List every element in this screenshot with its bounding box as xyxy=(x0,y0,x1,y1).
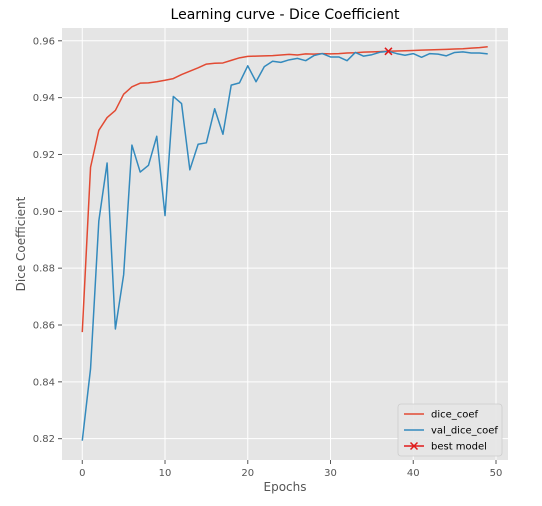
legend-label: val_dice_coef xyxy=(431,426,498,437)
y-tick-label: 0.88 xyxy=(33,264,55,275)
chart-title: Learning curve - Dice Coefficient xyxy=(171,7,400,23)
best-model-marker xyxy=(384,47,393,56)
x-tick-label: 40 xyxy=(407,468,420,479)
legend-box xyxy=(397,403,503,457)
y-tick-label: 0.90 xyxy=(33,207,55,218)
x-tick-label: 30 xyxy=(324,468,337,479)
x-tick-label: 0 xyxy=(79,468,85,479)
series-line-val-dice-coef xyxy=(81,50,488,441)
y-tick-label: 0.86 xyxy=(33,321,55,332)
x-tick-label: 20 xyxy=(241,468,254,479)
legend-item: val_dice_coef xyxy=(404,426,498,437)
grid-lines xyxy=(62,28,508,460)
legend-item: dice_coef xyxy=(404,410,479,421)
y-tick-label: 0.82 xyxy=(33,434,55,445)
x-tick-label: 50 xyxy=(490,468,503,479)
legend-marker xyxy=(409,441,419,451)
legend-label: dice_coef xyxy=(431,410,479,421)
y-tick-label: 0.94 xyxy=(33,93,55,104)
legend-item: best model xyxy=(404,442,487,453)
y-axis-label: Dice Coefficient xyxy=(14,196,28,291)
series-lines xyxy=(81,46,488,441)
plot-area xyxy=(62,28,508,460)
y-tick-label: 0.84 xyxy=(33,377,55,388)
best-model-markers xyxy=(384,47,393,56)
x-tick-label: 10 xyxy=(159,468,172,479)
legend-label: best model xyxy=(431,442,487,453)
y-tick-label: 0.92 xyxy=(33,150,55,161)
x-axis-label: Epochs xyxy=(264,480,307,494)
axis-ticks: 0 10 20 30 40 50 0.82 0.84 0.86 0.88 0.90 0.92 0.94 0… xyxy=(33,36,503,479)
y-tick-label: 0.96 xyxy=(33,36,55,47)
series-line-dice-coef xyxy=(81,46,488,333)
